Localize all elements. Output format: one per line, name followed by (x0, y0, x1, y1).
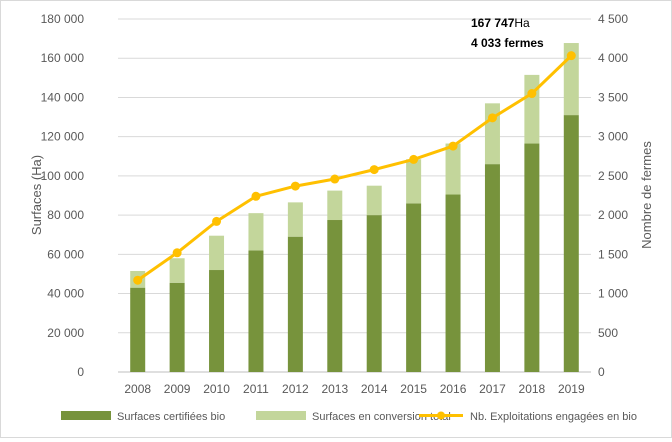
bar-conversion (327, 190, 343, 221)
annotation-surface-unit: Ha (514, 16, 530, 30)
annotation-surface-value: 167 747 (471, 16, 515, 30)
y-tick-label: 100 000 (41, 169, 85, 183)
line-point (330, 174, 340, 184)
line-point (409, 154, 419, 164)
line-point (212, 216, 222, 226)
x-axis: 2008 2009 2010 2011 2012 2013 2014 2015 2016 2017… (124, 382, 585, 396)
bar-conversion (169, 258, 185, 283)
bar-conversion (406, 159, 422, 204)
bar-certified (406, 203, 422, 372)
x-tick-label: 2013 (321, 382, 348, 396)
x-tick-label: 2010 (203, 382, 230, 396)
bar-certified (563, 115, 579, 372)
line-point (251, 191, 261, 201)
bar-conversion (209, 235, 225, 271)
y-axis-left: 0 20 000 40 000 60 000 80 000 100 000 120 000 1… (41, 12, 85, 379)
y-tick-label: 120 000 (41, 130, 85, 144)
y2-tick-label: 2 000 (598, 208, 628, 222)
x-tick-label: 2009 (164, 382, 191, 396)
y-tick-label: 140 000 (41, 90, 85, 104)
x-tick-label: 2017 (479, 382, 506, 396)
y2-tick-label: 500 (598, 326, 618, 340)
x-tick-label: 2018 (519, 382, 546, 396)
y-tick-label: 80 000 (47, 208, 84, 222)
gridlines (118, 18, 591, 373)
line-point (566, 51, 576, 61)
bar-conversion (287, 202, 303, 237)
y-tick-label: 180 000 (41, 12, 85, 26)
bar-conversion (445, 143, 461, 195)
bar-conversion (524, 74, 540, 144)
y2-tick-label: 3 000 (598, 130, 628, 144)
bar-certified (169, 282, 185, 372)
y2-axis-title: Nombre de fermes (639, 141, 654, 249)
legend-label-certified: Surfaces certifiées bio (117, 411, 225, 423)
y-tick-label: 0 (77, 365, 84, 379)
line-farms (136, 54, 573, 282)
x-tick-label: 2014 (361, 382, 388, 396)
y-tick-label: 40 000 (47, 287, 84, 301)
x-tick-label: 2008 (124, 382, 151, 396)
line-point (369, 165, 379, 175)
legend-swatch-conversion (256, 411, 306, 420)
y-tick-label: 60 000 (47, 247, 84, 261)
legend-label-conversion: Surfaces en conversion total (312, 411, 451, 423)
x-tick-label: 2016 (440, 382, 467, 396)
legend-label-farms: Nb. Exploitations engagées en bio (470, 411, 637, 423)
line-point (527, 89, 537, 99)
bar-certified (445, 194, 461, 372)
bar-certified (366, 215, 382, 372)
bar-certified (130, 287, 146, 372)
y2-tick-label: 4 000 (598, 51, 628, 65)
bar-certified (484, 164, 500, 372)
bar-certified (209, 270, 225, 372)
y2-tick-label: 4 500 (598, 12, 628, 26)
bar-conversion (366, 185, 382, 216)
y2-tick-label: 2 500 (598, 169, 628, 183)
annotation-farms: 4 033 fermes (471, 36, 544, 50)
annotation-surface: 167 747Ha (471, 16, 530, 30)
y2-tick-label: 0 (598, 365, 605, 379)
line-point (448, 141, 458, 151)
line-point (133, 275, 143, 285)
bar-certified (524, 143, 540, 372)
line-point (172, 248, 182, 258)
y-axis-right: 0 500 1 000 1 500 2 000 2 500 3 000 3 500 4 000 4… (598, 12, 628, 379)
x-tick-label: 2011 (243, 382, 269, 396)
bar-conversion (248, 213, 264, 251)
y2-tick-label: 1 500 (598, 247, 628, 261)
legend-swatch-farms-marker (437, 411, 445, 420)
line-point (487, 113, 497, 123)
x-tick-label: 2019 (558, 382, 585, 396)
legend-swatch-certified (61, 411, 111, 420)
y2-tick-label: 3 500 (598, 90, 628, 104)
x-tick-label: 2015 (400, 382, 427, 396)
bar-conversion (484, 103, 500, 165)
y-tick-label: 160 000 (41, 51, 85, 65)
bar-series (130, 43, 579, 372)
line-point (290, 181, 300, 191)
bar-certified (287, 236, 303, 372)
x-tick-label: 2012 (282, 382, 309, 396)
legend: Surfaces certifiées bio Surfaces en conv… (61, 411, 637, 423)
bar-certified (248, 250, 264, 372)
bar-certified (327, 220, 343, 372)
y2-tick-label: 1 000 (598, 287, 628, 301)
y-axis-title: Surfaces (Ha) (29, 155, 44, 235)
y-tick-label: 20 000 (47, 326, 84, 340)
line-series (133, 51, 576, 285)
